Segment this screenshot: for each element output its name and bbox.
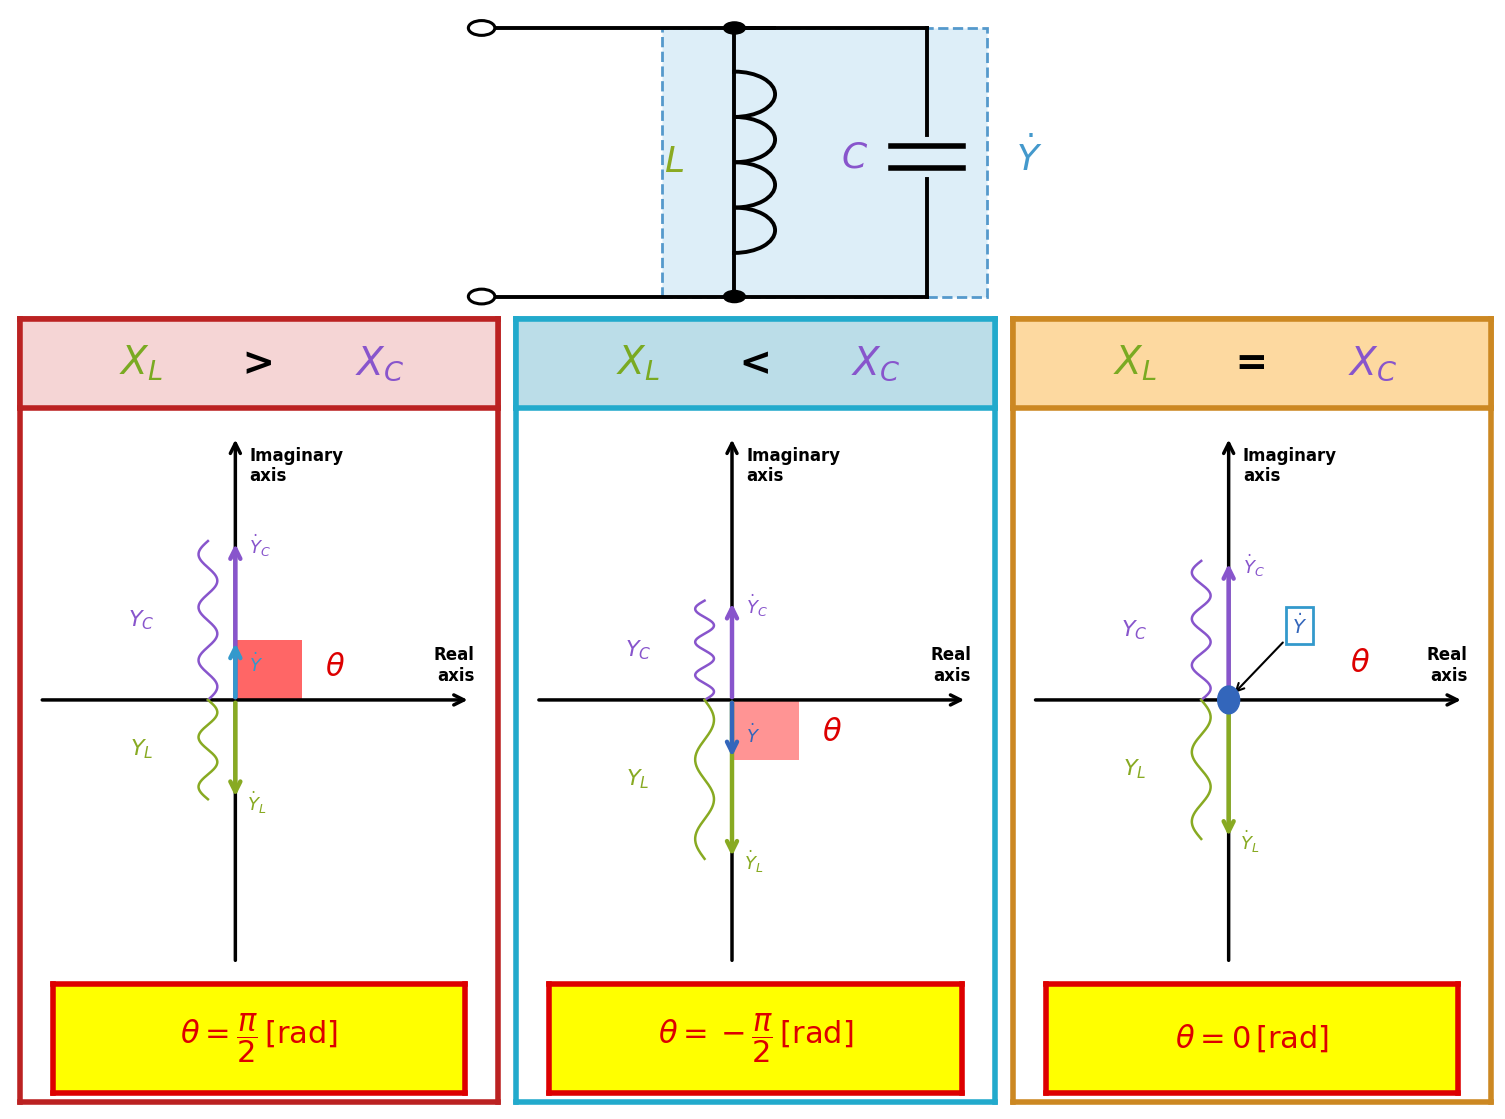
FancyBboxPatch shape [662, 28, 987, 297]
Text: $X_C$: $X_C$ [355, 345, 403, 383]
Text: <: < [725, 345, 786, 383]
Text: $\dot{Y}$: $\dot{Y}$ [1016, 137, 1043, 178]
Circle shape [724, 22, 745, 34]
Text: $\theta$: $\theta$ [1350, 649, 1370, 678]
Bar [235, 640, 303, 700]
Circle shape [1218, 686, 1240, 714]
Text: $\theta = -\dfrac{\pi}{2}\,[\mathrm{rad}]$: $\theta = -\dfrac{\pi}{2}\,[\mathrm{rad}… [658, 1012, 853, 1065]
Text: $X_L$: $X_L$ [119, 344, 163, 384]
Text: $X_C$: $X_C$ [1348, 345, 1397, 383]
Text: $X_C$: $X_C$ [852, 345, 900, 383]
Text: $\theta = \dfrac{\pi}{2}\,[\mathrm{rad}]$: $\theta = \dfrac{\pi}{2}\,[\mathrm{rad}]… [181, 1012, 337, 1065]
Text: =: = [1222, 345, 1282, 383]
Text: >: > [229, 345, 289, 383]
Circle shape [468, 289, 495, 304]
Text: $\dot{Y}_C$: $\dot{Y}_C$ [250, 533, 271, 560]
Text: $\dot{Y}_L$: $\dot{Y}_L$ [247, 789, 266, 816]
Text: $Y_C$: $Y_C$ [128, 609, 155, 632]
Text: $\theta$: $\theta$ [325, 652, 346, 681]
Text: $\dot{Y}$: $\dot{Y}$ [746, 724, 760, 747]
Text: $\dot{Y}$: $\dot{Y}$ [1236, 613, 1306, 692]
Text: $Y_C$: $Y_C$ [625, 639, 652, 662]
Text: $\dot{Y}_C$: $\dot{Y}_C$ [746, 592, 768, 619]
Text: Imaginary
axis: Imaginary axis [746, 446, 840, 486]
Text: $\theta$: $\theta$ [822, 718, 843, 747]
Text: $\dot{Y}$: $\dot{Y}$ [250, 652, 263, 676]
Text: Real
axis: Real axis [1427, 647, 1467, 685]
Circle shape [724, 291, 745, 302]
Text: $Y_L$: $Y_L$ [626, 768, 650, 791]
Text: $\mathit{L}$: $\mathit{L}$ [664, 145, 685, 179]
Circle shape [468, 20, 495, 36]
Text: $\dot{Y}_C$: $\dot{Y}_C$ [1243, 553, 1264, 579]
Text: $X_L$: $X_L$ [1112, 344, 1156, 384]
Text: $Y_L$: $Y_L$ [1123, 758, 1147, 781]
Text: $\dot{Y}_L$: $\dot{Y}_L$ [743, 849, 763, 875]
Text: Imaginary
axis: Imaginary axis [250, 446, 343, 486]
Text: $Y_C$: $Y_C$ [1121, 619, 1148, 642]
Text: $\theta = 0\,[\mathrm{rad}]$: $\theta = 0\,[\mathrm{rad}]$ [1175, 1023, 1329, 1054]
Bar [731, 700, 799, 760]
Text: $\mathit{C}$: $\mathit{C}$ [841, 140, 868, 175]
Text: $\dot{Y}_L$: $\dot{Y}_L$ [1240, 829, 1260, 855]
Text: $Y_L$: $Y_L$ [129, 737, 154, 761]
Text: $X_L$: $X_L$ [616, 344, 659, 384]
Text: Real
axis: Real axis [433, 647, 474, 685]
Text: Imaginary
axis: Imaginary axis [1243, 446, 1336, 486]
Text: Real
axis: Real axis [930, 647, 971, 685]
